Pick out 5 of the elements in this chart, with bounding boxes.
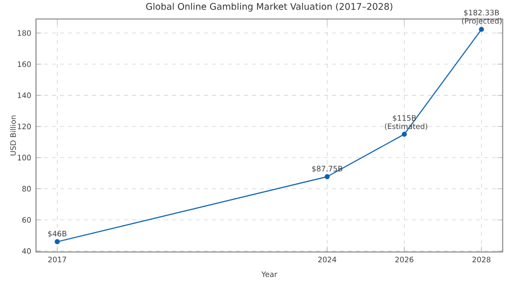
point: [324, 174, 330, 180]
point: [54, 239, 60, 244]
point: [478, 26, 484, 32]
point: [402, 132, 407, 137]
chart-title: Global Online Gambling Market Valuation (2017–2028): [146, 2, 392, 12]
